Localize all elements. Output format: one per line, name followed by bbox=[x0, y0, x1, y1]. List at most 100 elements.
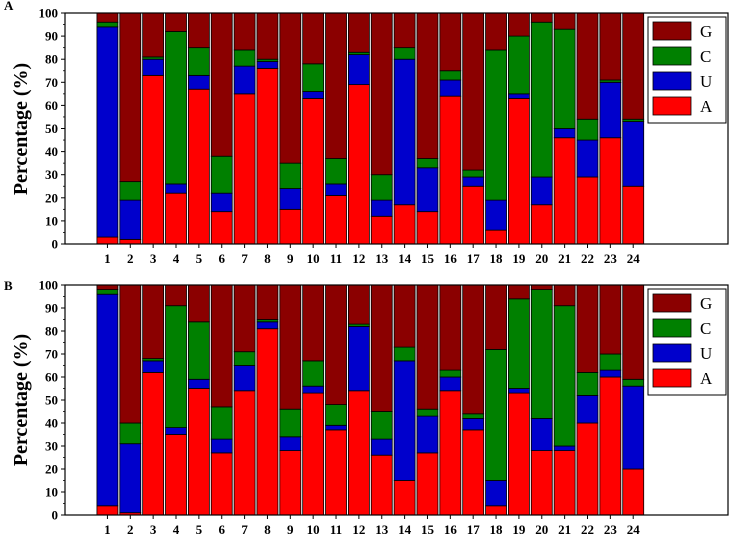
x-tick-label: 13 bbox=[375, 251, 389, 266]
x-tick-label: 1 bbox=[104, 522, 111, 537]
y-tick-label: 70 bbox=[45, 347, 58, 362]
legend-swatch-c bbox=[652, 318, 692, 338]
legend-label-g: G bbox=[700, 22, 712, 41]
bar-segment-c-23 bbox=[599, 353, 622, 371]
bar-segment-g-17 bbox=[462, 12, 485, 171]
bar-segment-c-16 bbox=[439, 369, 462, 378]
x-tick-label: 22 bbox=[581, 522, 594, 537]
legend-label-g: G bbox=[700, 294, 712, 313]
bar-segment-c-4 bbox=[165, 305, 187, 429]
bar-segment-c-20 bbox=[530, 21, 553, 178]
bar-segment-a-20 bbox=[530, 450, 553, 516]
bar-segment-a-4 bbox=[165, 192, 187, 245]
bar-segment-a-6 bbox=[210, 211, 233, 245]
bar-segment-u-21 bbox=[553, 128, 576, 139]
x-tick-label: 3 bbox=[150, 251, 157, 266]
legend-label-c: C bbox=[700, 47, 711, 66]
bar-segment-a-8 bbox=[256, 68, 279, 245]
bar-segment-c-6 bbox=[210, 406, 233, 440]
bar-segment-u-18 bbox=[485, 480, 507, 507]
bar-segment-u-23 bbox=[599, 81, 622, 139]
bar-segment-c-14 bbox=[393, 47, 416, 60]
y-tick-label: 60 bbox=[45, 370, 58, 385]
bar-segment-u-20 bbox=[530, 417, 553, 451]
bar-segment-c-18 bbox=[485, 49, 507, 201]
legend-swatch-a bbox=[652, 96, 692, 116]
bar-segment-g-5 bbox=[187, 12, 210, 49]
bar-segment-a-10 bbox=[302, 392, 325, 516]
bar-segment-c-5 bbox=[187, 321, 210, 380]
bar-segment-u-6 bbox=[210, 438, 233, 454]
bar-segment-u-9 bbox=[279, 188, 302, 210]
bar-segment-c-15 bbox=[416, 408, 439, 417]
bar-segment-g-6 bbox=[210, 12, 233, 157]
y-tick-label: 100 bbox=[39, 278, 59, 293]
bar-segment-g-23 bbox=[599, 12, 622, 81]
bar-segment-c-11 bbox=[325, 158, 347, 185]
x-tick-label: 14 bbox=[398, 522, 412, 537]
bar-segment-a-9 bbox=[279, 208, 302, 245]
x-tick-label: 19 bbox=[512, 522, 526, 537]
bar-segment-a-12 bbox=[347, 390, 370, 516]
bar-segment-a-1 bbox=[96, 236, 119, 245]
x-tick-label: 15 bbox=[421, 251, 435, 266]
bar-segment-u-15 bbox=[416, 167, 439, 213]
bar-segment-c-18 bbox=[485, 348, 507, 481]
bar-segment-g-15 bbox=[416, 284, 439, 410]
bar-segment-u-14 bbox=[393, 360, 416, 481]
y-tick-label: 80 bbox=[45, 324, 58, 339]
bar-segment-u-1 bbox=[96, 293, 119, 507]
bar-segment-u-2 bbox=[119, 443, 142, 514]
bar-segment-a-11 bbox=[325, 195, 347, 245]
bar-segment-c-16 bbox=[439, 70, 462, 81]
bar-segment-a-15 bbox=[416, 211, 439, 245]
bar-segment-c-13 bbox=[370, 411, 393, 440]
bar-segment-a-14 bbox=[393, 480, 416, 516]
bar-segment-g-21 bbox=[553, 284, 576, 307]
legend-label-c: C bbox=[700, 319, 711, 338]
bar-segment-u-20 bbox=[530, 176, 553, 206]
bar-segment-u-24 bbox=[622, 121, 645, 187]
y-axis-label: Percentage (%) bbox=[10, 63, 32, 195]
bar-segment-g-22 bbox=[576, 12, 599, 120]
x-tick-label: 16 bbox=[444, 251, 458, 266]
bar-segment-u-14 bbox=[393, 58, 416, 206]
bar-segment-c-14 bbox=[393, 346, 416, 362]
bar-segment-c-22 bbox=[576, 371, 599, 396]
y-tick-label: 100 bbox=[39, 6, 59, 21]
bar-segment-a-5 bbox=[187, 88, 210, 245]
y-tick-label: 30 bbox=[45, 439, 58, 454]
x-tick-label: 10 bbox=[307, 251, 320, 266]
bar-segment-g-15 bbox=[416, 12, 439, 159]
bar-segment-u-10 bbox=[302, 385, 325, 394]
bar-segment-u-3 bbox=[142, 58, 165, 76]
bar-segment-g-8 bbox=[256, 284, 279, 320]
bar-segment-g-2 bbox=[119, 284, 142, 424]
bar-segment-a-19 bbox=[508, 98, 530, 245]
x-tick-label: 15 bbox=[421, 522, 435, 537]
y-tick-label: 90 bbox=[45, 29, 58, 44]
x-tick-label: 24 bbox=[627, 251, 641, 266]
bar-segment-a-7 bbox=[233, 390, 256, 516]
bar-segment-a-12 bbox=[347, 84, 370, 245]
bar-segment-c-15 bbox=[416, 158, 439, 169]
bar-segment-g-4 bbox=[165, 12, 187, 32]
bar-segment-u-16 bbox=[439, 376, 462, 392]
bar-segment-a-16 bbox=[439, 95, 462, 245]
bar-segment-c-22 bbox=[576, 118, 599, 141]
y-tick-label: 80 bbox=[45, 52, 58, 67]
bar-segment-a-14 bbox=[393, 204, 416, 245]
bar-segment-g-3 bbox=[142, 12, 165, 58]
bar-segment-g-5 bbox=[187, 284, 210, 323]
bar-segment-a-4 bbox=[165, 434, 187, 516]
bar-segment-u-24 bbox=[622, 385, 645, 470]
legend-label-u: U bbox=[700, 344, 712, 363]
x-tick-label: 6 bbox=[218, 251, 225, 266]
bar-segment-g-17 bbox=[462, 284, 485, 415]
bar-segment-u-8 bbox=[256, 321, 279, 330]
bar-segment-g-11 bbox=[325, 12, 347, 159]
bar-segment-g-3 bbox=[142, 284, 165, 359]
bar-segment-g-21 bbox=[553, 12, 576, 30]
